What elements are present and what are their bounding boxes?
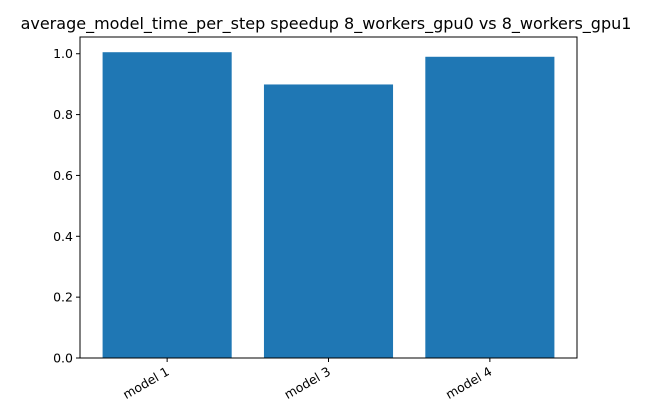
bar-model-1 [102,52,232,359]
y-tick-label: 0.4 [53,229,73,244]
y-tick-label: 0.6 [53,168,73,183]
bar-model-3 [263,84,394,359]
y-tick-label: 1.0 [53,46,73,61]
bar-model-4 [425,56,555,358]
plot-frame [79,36,578,359]
bars-group [102,52,555,359]
y-tick-label: 0.0 [53,351,73,366]
y-tick-label: 0.2 [53,290,73,305]
y-axis: 0.0 0.2 0.4 0.6 0.8 1.0 [53,46,80,366]
y-tick-label: 0.8 [53,107,73,122]
chart-title: average_model_time_per_step speedup 8_wo… [21,14,632,34]
